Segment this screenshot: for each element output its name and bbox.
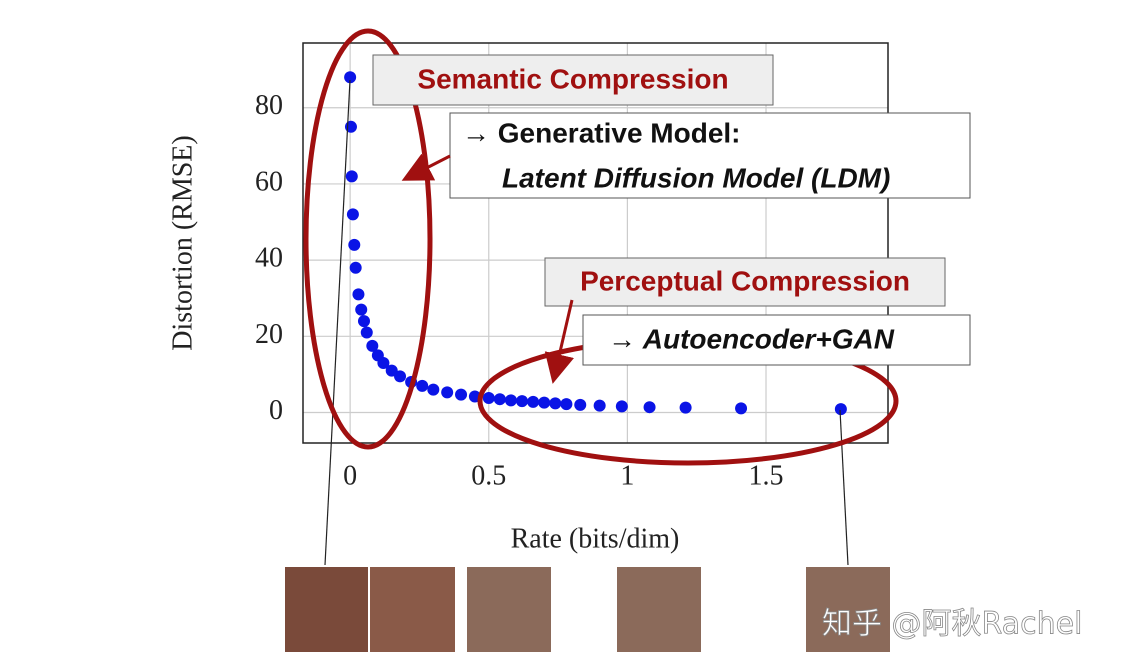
y-axis-label: Distortion (RMSE) — [167, 135, 198, 350]
annotation: → Autoencoder+GAN — [608, 323, 895, 354]
watermark: 知乎 @阿秋Rachel — [822, 607, 1082, 642]
point — [574, 398, 587, 411]
pointer-line — [324, 79, 351, 566]
point — [643, 401, 656, 414]
y-tick-label: 60 — [255, 166, 283, 197]
point — [366, 339, 379, 352]
point — [482, 392, 495, 405]
point — [560, 398, 573, 411]
point — [344, 120, 357, 133]
x-tick-label: 0 — [343, 460, 357, 491]
x-tick-label: 0.5 — [471, 460, 506, 491]
point — [360, 326, 373, 339]
arrow — [544, 299, 575, 384]
y-tick-label: 40 — [255, 243, 283, 274]
x-axis-label: Rate (bits/dim) — [511, 523, 680, 554]
face-image — [617, 567, 701, 652]
annotation: → Generative Model: — [462, 117, 741, 148]
annotation-box — [372, 54, 774, 106]
point — [377, 357, 390, 369]
sample-images — [285, 567, 890, 652]
y-tick-label: 80 — [255, 90, 283, 121]
point — [504, 394, 517, 407]
x-tick-label: 1.5 — [749, 460, 784, 491]
point — [735, 402, 748, 415]
point — [538, 396, 551, 409]
annotation: Perceptual Compression — [580, 265, 910, 296]
face-image — [285, 567, 368, 652]
point — [357, 315, 370, 328]
point — [516, 395, 529, 408]
point — [679, 401, 692, 414]
point — [355, 303, 368, 316]
arrow — [401, 153, 451, 181]
plot-frame — [302, 42, 889, 444]
point — [493, 393, 506, 406]
face-image — [370, 567, 455, 652]
point — [593, 399, 606, 412]
point — [348, 238, 361, 251]
face-image — [806, 567, 890, 652]
point — [834, 403, 847, 416]
y-tick-label: 20 — [255, 319, 283, 350]
face-image — [467, 567, 551, 652]
point — [352, 288, 365, 301]
highlight-ellipse — [303, 28, 433, 450]
point — [441, 386, 454, 399]
annotation: Latent Diffusion Model (LDM) — [502, 162, 890, 193]
point — [549, 397, 562, 410]
annotation: Semantic Compression — [417, 63, 728, 94]
pointer-line — [839, 409, 849, 566]
y-tick-label: 0 — [269, 395, 283, 426]
point — [416, 379, 429, 392]
point — [345, 170, 358, 183]
point — [349, 261, 362, 274]
annotation-box — [582, 314, 971, 366]
annotation-box — [449, 112, 971, 199]
x-tick-label: 1 — [620, 460, 634, 491]
point — [394, 370, 407, 383]
point — [346, 208, 359, 221]
point — [615, 400, 628, 413]
point — [455, 388, 468, 401]
annotation-box — [544, 257, 946, 307]
point — [527, 395, 540, 408]
point — [344, 71, 357, 84]
point — [427, 383, 440, 396]
